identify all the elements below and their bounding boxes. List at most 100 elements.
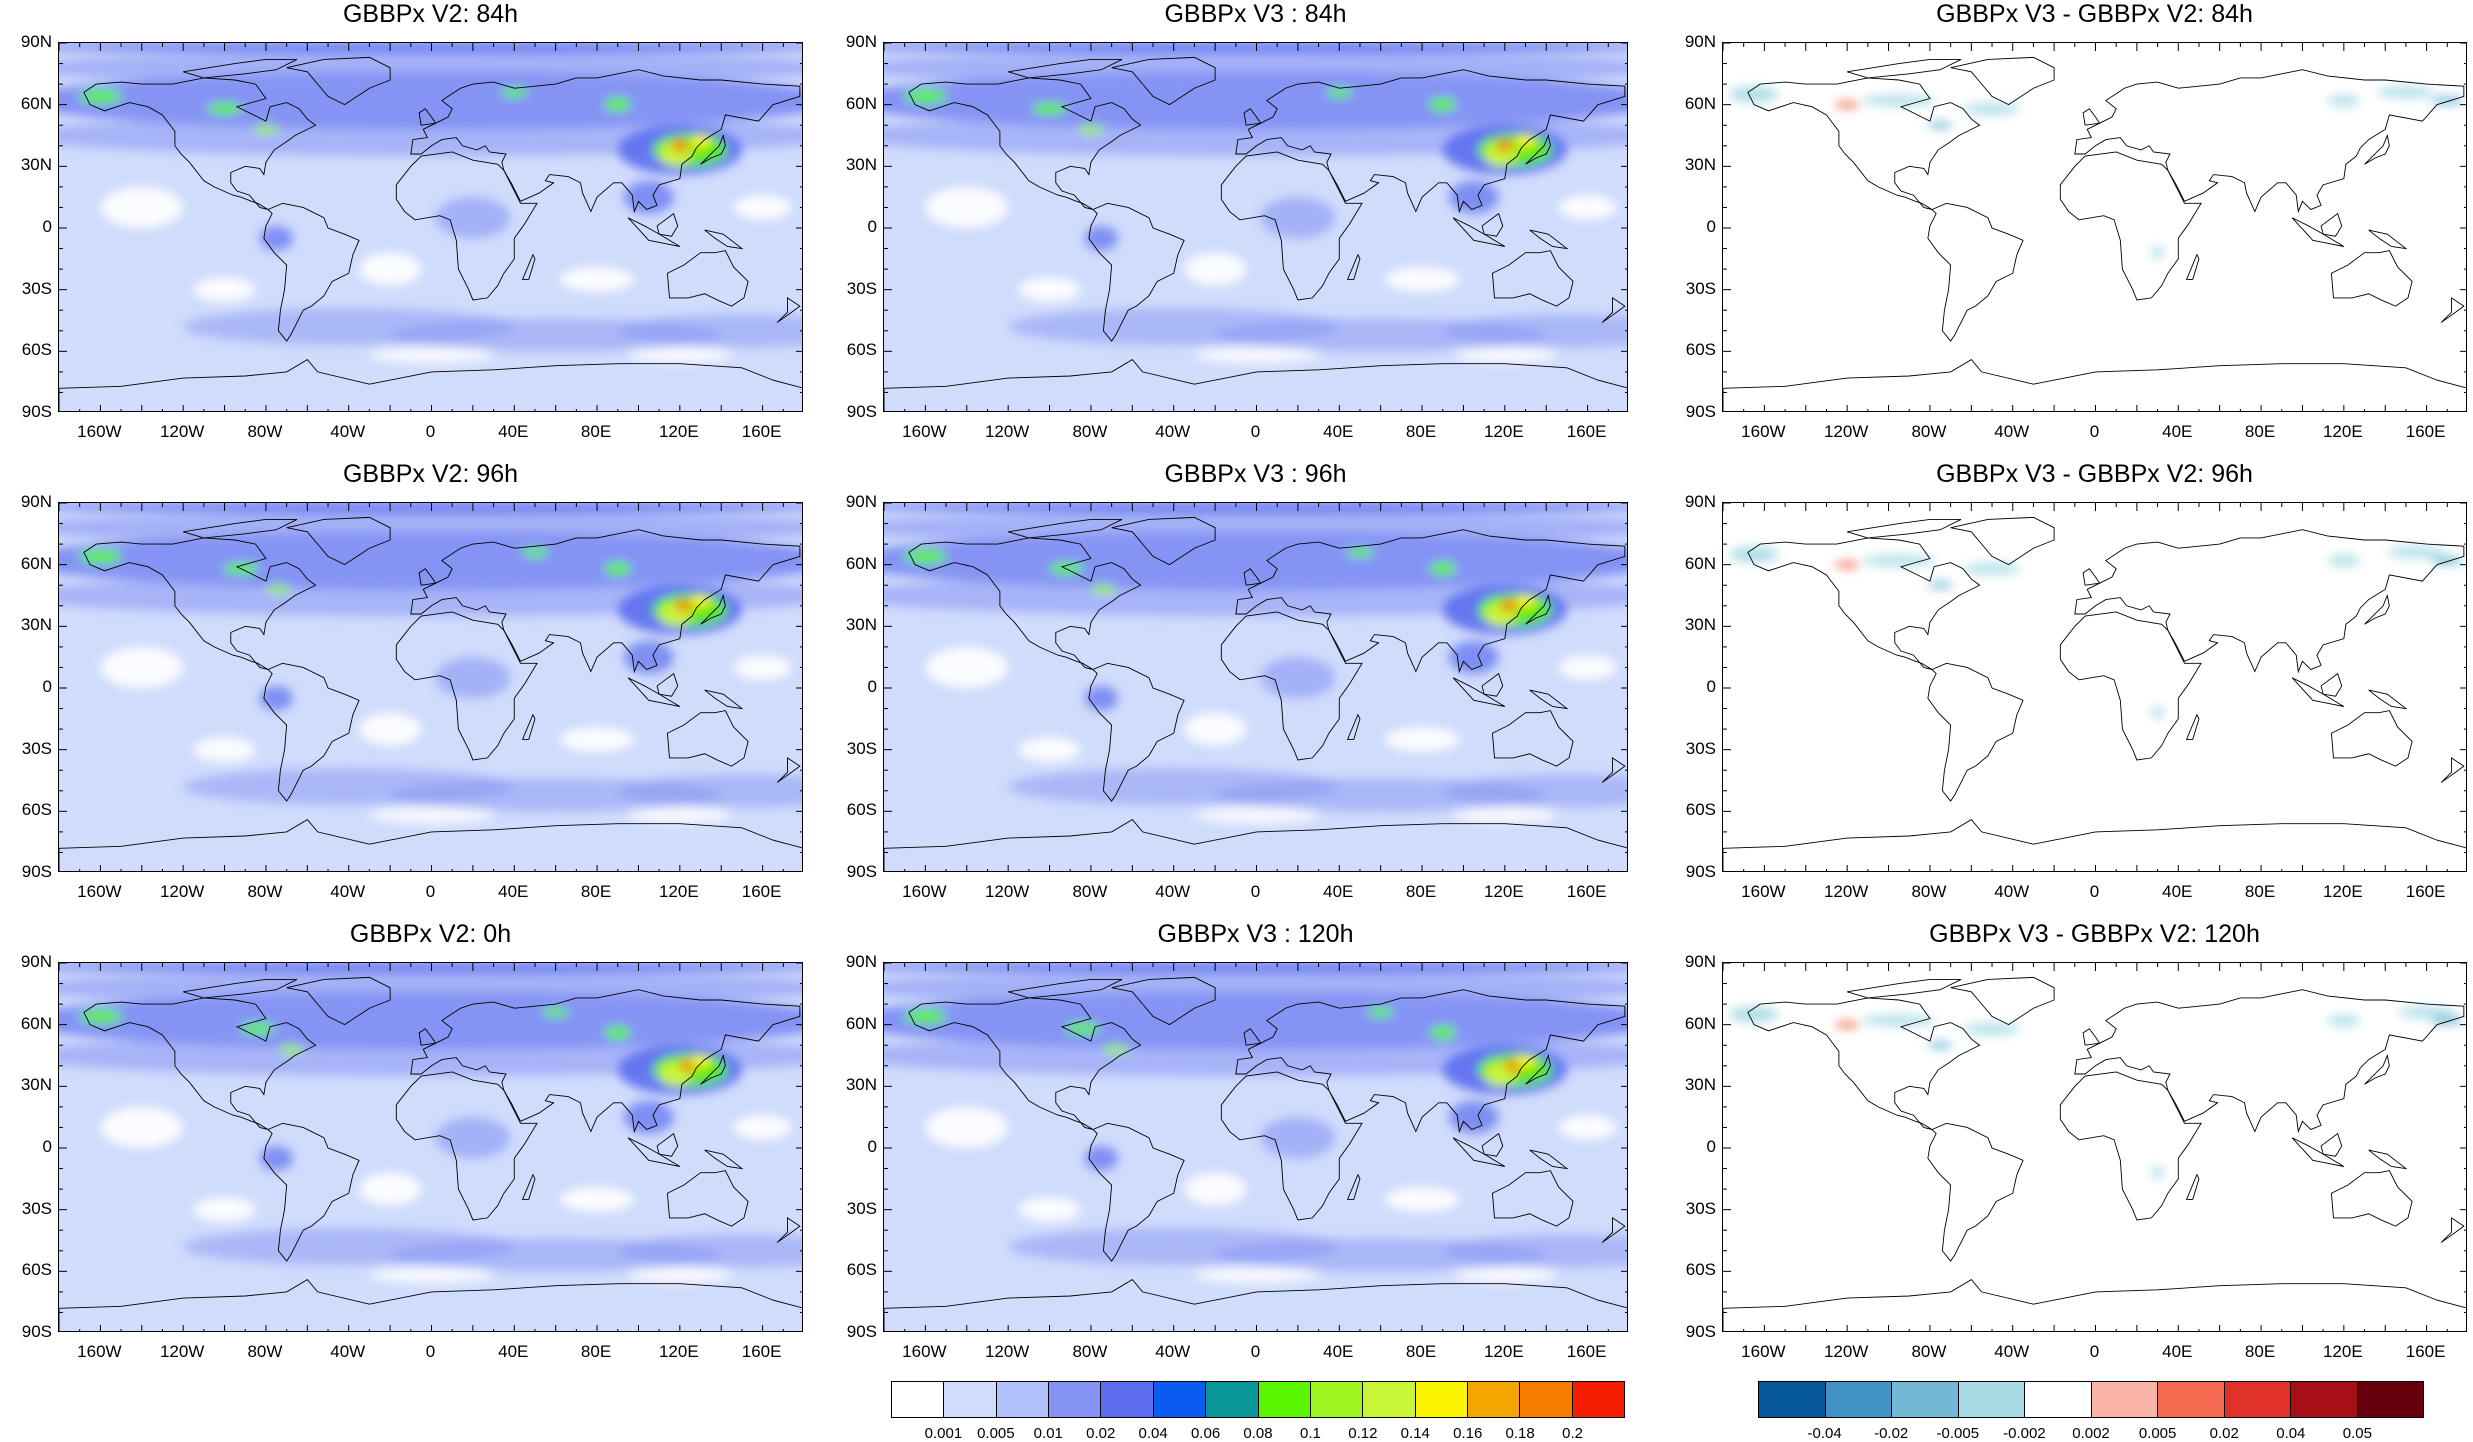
concentration-blob <box>884 71 1627 130</box>
latitude-tick-label: 30N <box>845 615 877 635</box>
longitude-tick-label: 160E <box>1566 882 1607 901</box>
colorbar-label: 0.02 <box>1086 1425 1116 1442</box>
japan-outline <box>1525 133 1551 165</box>
concentration-blob <box>925 186 1009 228</box>
latitude-tick-label: 0 <box>867 217 877 236</box>
concentration-blob <box>1384 1187 1460 1212</box>
longitude-tick-label: 0 <box>425 882 436 901</box>
panel-title: GBBPx V2: 0h <box>349 920 512 948</box>
field-colorbar <box>891 1381 1625 1418</box>
concentration-blob <box>1078 125 1104 134</box>
colorbar-label: 0.2 <box>1562 1425 1583 1442</box>
concentration-blob <box>1184 712 1247 746</box>
australia-outline <box>2330 710 2413 767</box>
difference-blob <box>2327 94 2361 107</box>
latitude-tick-label: 60N <box>20 553 52 573</box>
concentration-blob <box>59 531 802 590</box>
concentration-blob <box>925 1106 1009 1148</box>
colorbar-label: 0.001 <box>924 1425 963 1442</box>
map-svg <box>1723 963 2466 1331</box>
latitude-tick-label: 30N <box>845 155 877 175</box>
difference-blob <box>2430 556 2464 565</box>
difference-blob <box>1834 561 1860 568</box>
longitude-tick-label: 40W <box>330 882 366 901</box>
map-svg <box>59 503 802 871</box>
longitude-tick-label: 120E <box>1483 422 1524 441</box>
colorbar-swatch <box>2158 1382 2225 1417</box>
longitude-tick-label: 0 <box>2089 882 2100 901</box>
difference-blob <box>2397 1006 2456 1019</box>
arctic-islands-outline <box>1008 978 1123 999</box>
concentration-blob <box>59 114 802 157</box>
colorbar-swatch <box>1258 1382 1311 1417</box>
longitude-tick-label: 160W <box>77 1342 122 1361</box>
longitude-tick-label: 40E <box>498 1342 529 1361</box>
concentration-blob <box>1430 98 1456 111</box>
longitude-tick-label: 80E <box>580 1342 612 1361</box>
concentration-map <box>883 42 1628 412</box>
eurasia-outline <box>410 529 801 674</box>
latitude-tick-label: 0 <box>867 677 877 696</box>
map-svg <box>884 43 1627 411</box>
longitude-tick-label: 80W <box>1072 882 1108 901</box>
new-guinea-outline <box>704 229 744 250</box>
longitude-tick-label: 160E <box>741 1342 782 1361</box>
colorbar-label: 0.16 <box>1453 1425 1483 1442</box>
longitude-tick-label: 80E <box>580 882 612 901</box>
south-america-outline <box>263 202 360 342</box>
arctic-islands-outline <box>1008 58 1123 79</box>
madagascar-outline <box>2185 253 2200 280</box>
eurasia-outline <box>2074 69 2465 214</box>
latitude-tick-label: 30N <box>20 1075 52 1095</box>
colorbar-swatch <box>1572 1382 1625 1417</box>
concentration-blob <box>193 1197 256 1222</box>
indonesia-outline <box>1452 677 1506 707</box>
concentration-blob <box>79 1010 122 1023</box>
difference-blob <box>2430 96 2464 105</box>
difference-blob <box>1861 554 1937 567</box>
longitude-tick-label: 40W <box>330 422 366 441</box>
borneo-outline <box>2320 672 2343 697</box>
longitude-tick-label: 120W <box>159 422 205 441</box>
latitude-tick-label: 60N <box>20 93 52 113</box>
map-svg <box>884 503 1627 871</box>
africa-outline <box>2059 1071 2202 1221</box>
north-america-outline <box>1747 997 1981 1130</box>
new-guinea-outline <box>1529 689 1569 710</box>
concentration-blob <box>1084 1145 1118 1171</box>
latitude-tick-label: 90N <box>1684 952 1716 971</box>
antarctica-outline <box>1723 818 2466 871</box>
concentration-blob <box>435 1117 511 1159</box>
new-guinea-outline <box>1529 229 1569 250</box>
colorbar-label: 0.02 <box>2209 1425 2239 1442</box>
borneo-outline <box>2320 212 2343 237</box>
longitude-tick-label: 80E <box>1405 1342 1437 1361</box>
borneo-outline <box>1481 1132 1504 1157</box>
concentration-blob <box>925 646 1009 688</box>
borneo-outline <box>656 1132 679 1157</box>
longitude-tick-label: 120E <box>1483 1342 1524 1361</box>
greenland-outline <box>1950 516 2055 566</box>
south-america-outline <box>1927 202 2024 342</box>
difference-blob <box>2151 706 2164 719</box>
longitude-tick-label: 120E <box>1483 882 1524 901</box>
longitude-tick-label: 40E <box>1323 1342 1354 1361</box>
north-america-outline <box>908 997 1142 1130</box>
south-america-outline <box>1088 662 1185 802</box>
concentration-blob <box>1558 195 1617 220</box>
north-america-outline <box>908 537 1142 670</box>
latitude-tick-label: 30N <box>1684 615 1716 635</box>
longitude-tick-label: 0 <box>1250 422 1261 441</box>
north-america-outline <box>83 997 317 1130</box>
colorbar-swatch <box>2357 1382 2423 1417</box>
concentration-blob <box>1194 807 1319 824</box>
colorbar-label: 0.01 <box>1033 1425 1063 1442</box>
colorbar-label: 0.002 <box>2072 1425 2110 1442</box>
panel-title: GBBPx V3 : 96h <box>1164 460 1347 488</box>
borneo-outline <box>656 672 679 697</box>
colorbar-label: -0.005 <box>1936 1425 1980 1442</box>
latitude-tick-label: 90N <box>845 492 877 511</box>
eurasia-outline <box>410 69 801 214</box>
colorbar-swatch <box>2291 1382 2358 1417</box>
longitude-tick-label: 160W <box>1741 882 1786 901</box>
